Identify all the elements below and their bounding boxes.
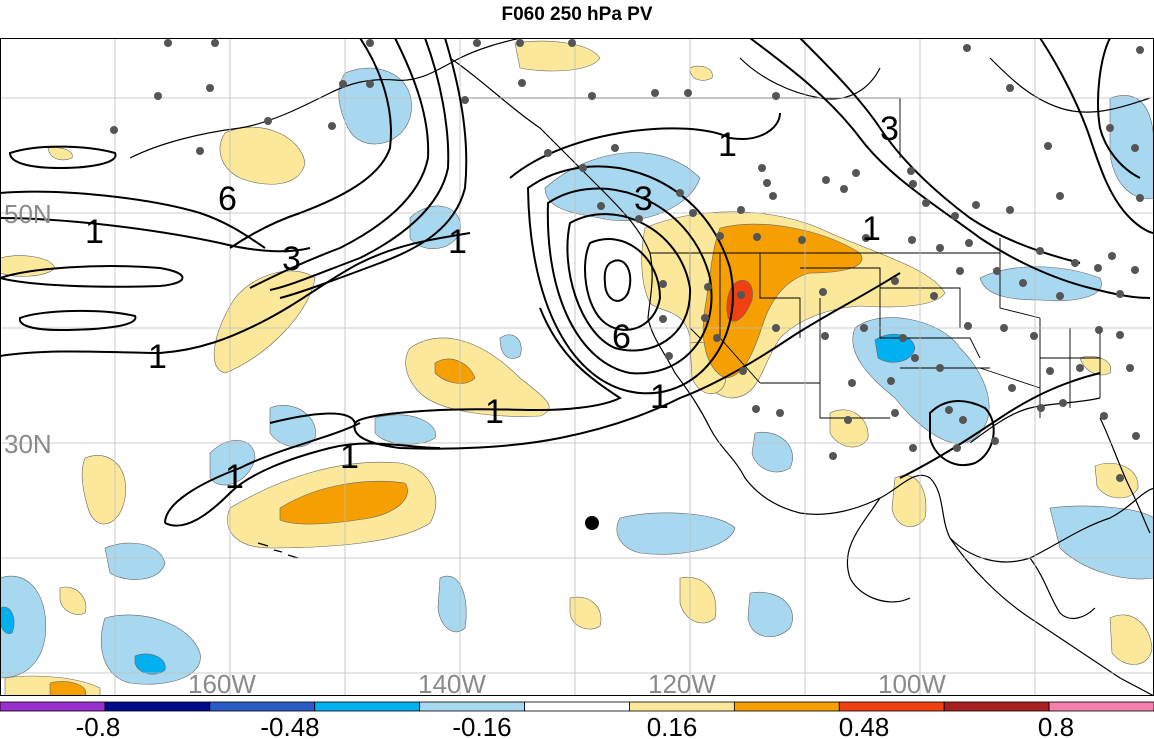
colorbar-swatch <box>524 701 630 712</box>
colorbar-swatch <box>1048 701 1154 712</box>
lat-label-50n: 50N <box>4 199 52 229</box>
lat-label-30n: 30N <box>4 429 52 459</box>
contour-label: 3 <box>282 240 301 278</box>
highlighted-station-dot <box>585 516 599 530</box>
lon-label-160w: 160W <box>188 669 256 696</box>
contour-label: 1 <box>225 458 244 496</box>
colorbar-swatches <box>0 701 1154 712</box>
colorbar-swatch <box>838 701 945 712</box>
lon-label-140w: 140W <box>418 669 486 696</box>
contour-label: 1 <box>718 126 737 164</box>
contour-label: 6 <box>612 318 631 356</box>
contour-value-labels: 6 1 3 1 1 6 3 1 1 1 1 1 3 1 <box>85 110 899 496</box>
colorbar-tick-label: -0.48 <box>260 712 319 739</box>
station-dots <box>110 39 1144 482</box>
contour-label: 1 <box>85 213 104 251</box>
contour-label: 1 <box>148 338 167 376</box>
colorbar-swatch <box>104 701 211 712</box>
colorbar-swatch <box>629 701 735 712</box>
contour-label: 1 <box>650 378 669 416</box>
colorbar-tick-labels: -0.8 -0.48 -0.16 0.16 0.48 0.8 <box>76 712 1074 739</box>
colorbar-tick-label: -0.8 <box>76 712 121 739</box>
pv-map: 6 1 3 1 1 6 3 1 1 1 1 1 3 1 50N 30N 160W… <box>0 38 1154 696</box>
contour-label: 3 <box>634 180 653 218</box>
colorbar: -0.8 -0.48 -0.16 0.16 0.48 0.8 <box>0 701 1154 739</box>
colorbar-swatch <box>733 701 840 712</box>
contour-label: 1 <box>485 393 504 431</box>
colorbar-tick-label: -0.16 <box>452 712 511 739</box>
colorbar-swatch <box>314 701 421 712</box>
contour-label: 1 <box>862 210 881 248</box>
colorbar-swatch <box>209 701 316 712</box>
lon-label-100w: 100W <box>878 669 946 696</box>
axis-labels: 50N 30N 160W 140W 120W 100W <box>4 199 946 696</box>
contour-label: 3 <box>880 110 899 148</box>
colorbar-tick-label: 0.8 <box>1038 712 1074 739</box>
lon-label-120w: 120W <box>648 669 716 696</box>
colorbar-swatch <box>0 701 106 712</box>
colorbar-tick-label: 0.48 <box>839 712 890 739</box>
contour-label: 1 <box>340 438 359 476</box>
contour-label: 6 <box>218 180 237 218</box>
map-title: F060 250 hPa PV <box>501 4 653 25</box>
colorbar-swatch <box>419 701 525 712</box>
colorbar-tick-label: 0.16 <box>647 712 698 739</box>
contour-label: 1 <box>448 223 467 261</box>
colorbar-swatch <box>943 701 1050 712</box>
